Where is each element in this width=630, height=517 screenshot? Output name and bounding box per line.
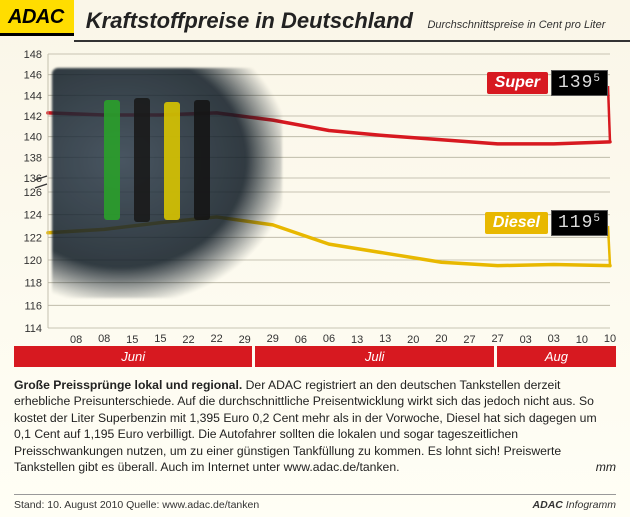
- footer-brand: ADAC Infogramm: [533, 499, 616, 511]
- svg-text:29: 29: [267, 333, 279, 345]
- super-lcd: 1395: [551, 70, 608, 96]
- svg-text:06: 06: [295, 334, 307, 346]
- svg-text:13: 13: [351, 334, 363, 346]
- svg-text:138: 138: [24, 152, 42, 164]
- infographic-container: ADAC Kraftstoffpreise in Deutschland Dur…: [0, 0, 630, 517]
- svg-text:03: 03: [548, 333, 560, 345]
- svg-text:10: 10: [604, 333, 616, 345]
- diesel-price-label: Diesel 1195: [485, 210, 608, 236]
- month-juli: Juli: [255, 346, 493, 367]
- footer-left: Stand: 10. August 2010 Quelle: www.adac.…: [14, 499, 259, 511]
- svg-text:29: 29: [239, 334, 251, 346]
- svg-text:148: 148: [24, 50, 42, 61]
- svg-text:08: 08: [98, 333, 110, 345]
- svg-text:142: 142: [24, 111, 42, 123]
- svg-text:126: 126: [24, 187, 42, 199]
- svg-text:27: 27: [463, 334, 475, 346]
- pump-nozzle-black2: [194, 100, 210, 220]
- diesel-lcd: 1195: [551, 210, 608, 236]
- svg-text:114: 114: [24, 323, 42, 335]
- svg-text:15: 15: [126, 334, 138, 346]
- pump-nozzle-yellow: [164, 102, 180, 220]
- page-title: Kraftstoffpreise in Deutschland: [86, 8, 413, 33]
- super-price-label: Super 1395: [487, 70, 608, 96]
- month-axis: JuniJuliAug: [14, 346, 616, 367]
- svg-text:15: 15: [154, 333, 166, 345]
- body-signature: mm: [596, 459, 616, 475]
- svg-text:146: 146: [24, 70, 42, 82]
- page-subtitle: Durchschnittspreise in Cent pro Liter: [427, 19, 605, 31]
- diesel-name: Diesel: [485, 212, 548, 234]
- svg-text:13: 13: [379, 333, 391, 345]
- month-juni: Juni: [14, 346, 252, 367]
- title-block: Kraftstoffpreise in Deutschland Durchsch…: [74, 0, 630, 42]
- svg-text:03: 03: [520, 334, 532, 346]
- svg-text:20: 20: [435, 333, 447, 345]
- body-lead: Große Preissprünge lokal und regional.: [14, 378, 242, 392]
- chart-area: 1361381401421441461481141161181201221241…: [14, 50, 616, 346]
- svg-text:116: 116: [24, 300, 42, 312]
- svg-text:124: 124: [24, 210, 42, 222]
- adac-logo: ADAC: [0, 0, 74, 36]
- svg-text:120: 120: [24, 255, 42, 267]
- header: ADAC Kraftstoffpreise in Deutschland Dur…: [0, 0, 630, 42]
- svg-text:144: 144: [24, 90, 42, 102]
- svg-text:20: 20: [407, 334, 419, 346]
- svg-text:27: 27: [491, 333, 503, 345]
- pump-nozzle-black: [134, 98, 150, 222]
- svg-text:118: 118: [24, 278, 42, 290]
- month-aug: Aug: [497, 346, 616, 367]
- pump-nozzle-green: [104, 100, 120, 220]
- svg-text:140: 140: [24, 132, 42, 144]
- svg-text:10: 10: [576, 334, 588, 346]
- svg-text:22: 22: [182, 334, 194, 346]
- svg-text:22: 22: [210, 333, 222, 345]
- body-paragraph: Der ADAC registriert an den deutschen Ta…: [14, 378, 597, 474]
- svg-text:122: 122: [24, 232, 42, 244]
- body-text: Große Preissprünge lokal und regional. D…: [14, 377, 616, 476]
- svg-text:06: 06: [323, 333, 335, 345]
- svg-text:08: 08: [70, 334, 82, 346]
- super-name: Super: [487, 72, 548, 94]
- footer: Stand: 10. August 2010 Quelle: www.adac.…: [14, 494, 616, 511]
